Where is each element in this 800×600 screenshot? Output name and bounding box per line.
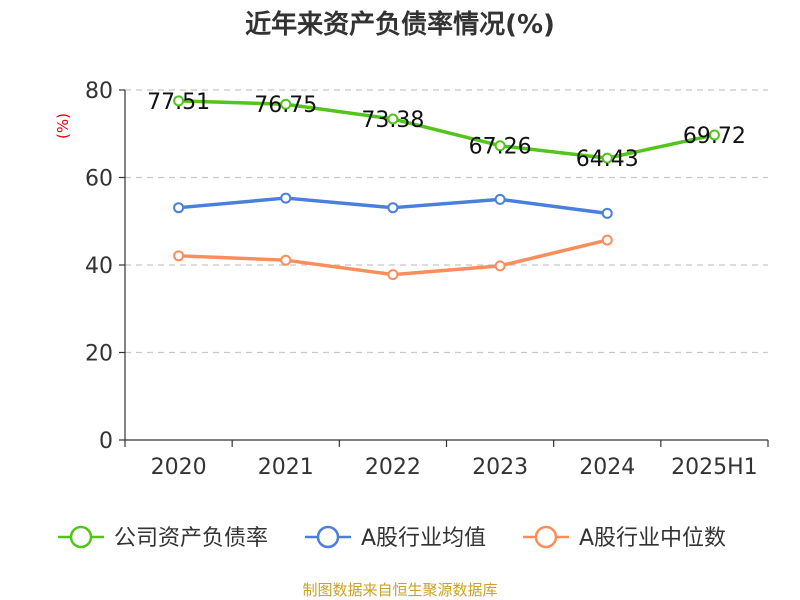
- data-point: [387, 113, 399, 125]
- data-point: [708, 129, 720, 141]
- data-labels: 77.51 76.75 73.38 67.26 64.43 69.72: [147, 90, 746, 172]
- data-point: [387, 269, 399, 281]
- y-tick-label: 40: [85, 254, 113, 279]
- x-tick-label: 2021: [258, 455, 314, 480]
- data-label: 69.72: [683, 124, 746, 149]
- y-axis: 0 20 40 60 80: [85, 79, 126, 454]
- data-point: [494, 260, 506, 272]
- y-tick-label: 60: [85, 167, 113, 192]
- y-axis-unit: (%): [54, 113, 72, 139]
- legend-marker: [534, 525, 558, 549]
- legend-label: A股行业均值: [361, 526, 486, 551]
- y-tick-label: 80: [85, 79, 113, 104]
- data-point: [173, 95, 185, 107]
- legend-marker: [69, 525, 93, 549]
- source-note: 制图数据来自恒生聚源数据库: [302, 581, 497, 599]
- data-label: 76.75: [254, 93, 317, 118]
- legend-label: A股行业中位数: [579, 526, 726, 551]
- data-label: 77.51: [147, 90, 210, 115]
- x-tick-label: 2023: [472, 455, 528, 480]
- legend-label: 公司资产负债率: [114, 526, 268, 551]
- x-tick-label: 2020: [151, 455, 207, 480]
- data-point: [601, 234, 613, 246]
- y-tick-label: 20: [85, 342, 113, 367]
- data-point: [280, 192, 292, 204]
- data-point: [173, 250, 185, 262]
- grid-lines: [125, 89, 768, 354]
- data-label: 64.43: [576, 147, 639, 172]
- legend-marker: [316, 525, 340, 549]
- chart-title: 近年来资产负债率情况(%): [245, 9, 555, 40]
- x-tick-label: 2025H1: [671, 455, 758, 480]
- data-point: [494, 140, 506, 152]
- x-tick-label: 2024: [579, 455, 635, 480]
- data-point: [494, 193, 506, 205]
- data-label: 67.26: [469, 135, 532, 160]
- x-axis: 2020 2021 2022 2023 2024 2025H1: [124, 439, 769, 480]
- data-point: [601, 207, 613, 219]
- y-tick-label: 0: [99, 429, 113, 454]
- data-point: [173, 202, 185, 214]
- series-line-0: [176, 99, 717, 160]
- x-tick-label: 2022: [365, 455, 421, 480]
- legend: 公司资产负债率 A股行业均值 A股行业中位数: [58, 525, 726, 551]
- data-label: 73.38: [361, 108, 424, 133]
- data-point: [280, 254, 292, 266]
- series-lines: [176, 99, 717, 277]
- data-point: [601, 152, 613, 164]
- data-point: [280, 98, 292, 110]
- data-point: [387, 202, 399, 214]
- series-points: [173, 95, 720, 281]
